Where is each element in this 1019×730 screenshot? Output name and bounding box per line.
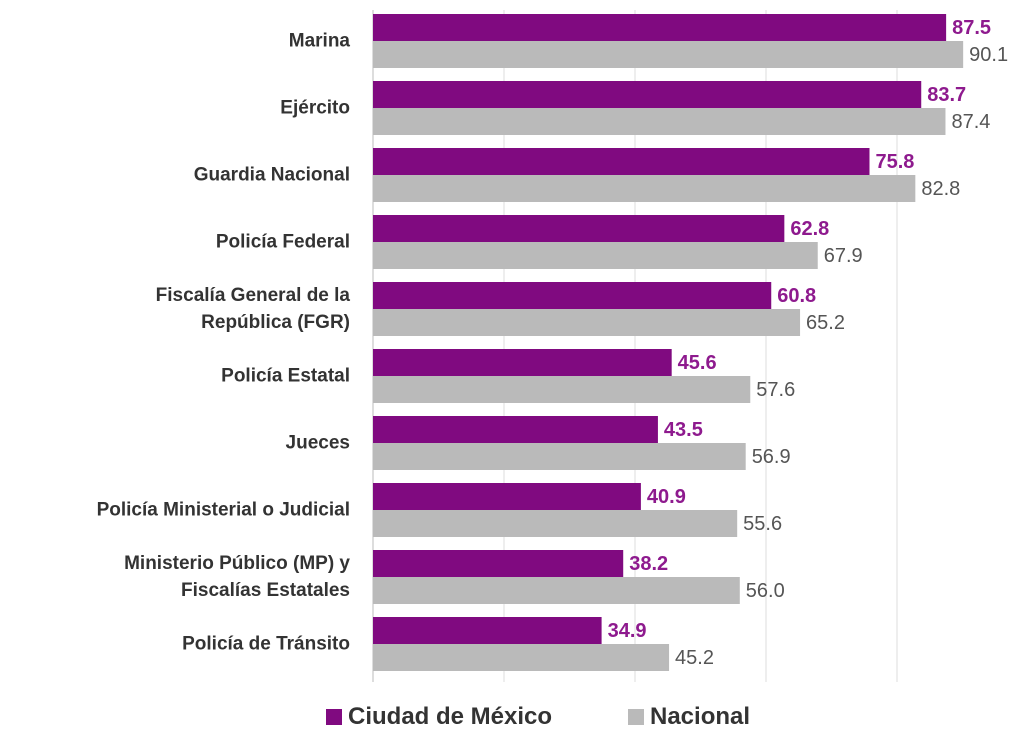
bar	[373, 81, 922, 108]
bar	[373, 14, 947, 41]
category-label: Marina	[288, 30, 350, 52]
value-label: 60.8	[777, 285, 816, 307]
bar	[373, 309, 801, 336]
legend-label: Ciudad de México	[348, 703, 553, 730]
category-label: Jueces	[285, 432, 350, 454]
bar	[373, 617, 602, 644]
category-label: Ejército	[280, 97, 350, 119]
legend-label: Nacional	[650, 703, 751, 730]
bar	[373, 510, 738, 537]
value-label: 90.1	[969, 44, 1008, 66]
bar	[373, 483, 641, 510]
bar	[373, 242, 818, 269]
category-label: Guardia Nacional	[193, 164, 350, 186]
bar	[373, 644, 670, 671]
value-label: 38.2	[629, 553, 668, 575]
bar	[373, 443, 746, 470]
value-label: 55.6	[743, 513, 782, 535]
category-label: Policía Federal	[215, 231, 350, 253]
bar	[373, 550, 624, 577]
value-label: 45.2	[675, 647, 714, 669]
bar	[373, 282, 772, 309]
bar	[373, 108, 946, 135]
category-label: Policía de Tránsito	[182, 633, 350, 655]
value-label: 34.9	[608, 620, 647, 642]
value-label: 57.6	[756, 379, 795, 401]
category-label: Fiscalía General de la República (FGR)	[155, 285, 350, 333]
value-label: 87.5	[952, 17, 991, 39]
bar	[373, 215, 785, 242]
category-label: Policía Estatal	[221, 365, 350, 387]
value-label: 67.9	[824, 245, 863, 267]
value-label: 43.5	[664, 419, 703, 441]
legend-item: Nacional	[628, 703, 750, 730]
value-label: 40.9	[647, 486, 686, 508]
value-label: 56.9	[752, 446, 791, 468]
bar	[373, 376, 751, 403]
legend-item: Ciudad de México	[326, 703, 552, 730]
bar	[373, 577, 740, 604]
value-label: 82.8	[921, 178, 960, 200]
bar	[373, 416, 658, 443]
legend-swatch	[628, 709, 644, 725]
category-label: Ministerio Público (MP) y Fiscalías Esta…	[124, 553, 350, 601]
bar	[373, 175, 916, 202]
value-label: 56.0	[746, 580, 785, 602]
value-label: 87.4	[951, 111, 990, 133]
value-label: 65.2	[806, 312, 845, 334]
value-label: 83.7	[927, 84, 966, 106]
legend-swatch	[326, 709, 342, 725]
bar	[373, 349, 672, 376]
bar	[373, 148, 870, 175]
value-label: 62.8	[790, 218, 829, 240]
value-label: 45.6	[678, 352, 717, 374]
category-label: Policía Ministerial o Judicial	[96, 499, 350, 521]
bar	[373, 41, 964, 68]
value-label: 75.8	[875, 151, 914, 173]
